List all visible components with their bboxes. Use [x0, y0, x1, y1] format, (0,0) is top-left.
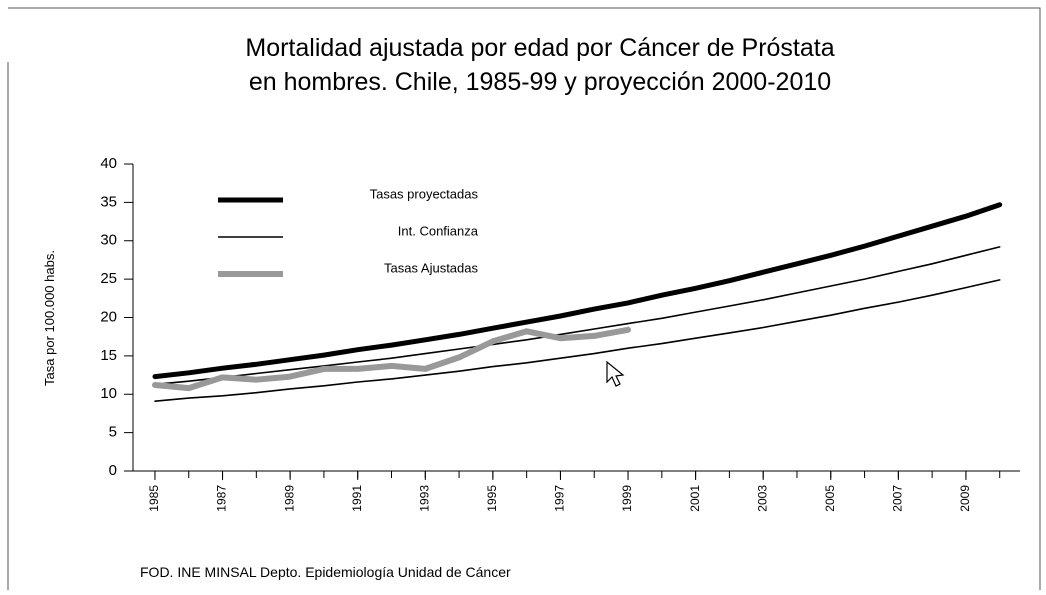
y-tick-label: 25	[100, 270, 117, 287]
y-tick-label: 20	[100, 308, 117, 325]
y-tick-label: 15	[100, 347, 117, 364]
x-tick-label: 1991	[350, 485, 364, 512]
chart-title: Mortalidad ajustada por edad por Cáncer …	[245, 34, 834, 62]
legend-label: Tasas proyectadas	[370, 186, 479, 201]
x-tick-label: 2009	[958, 485, 972, 512]
series-line	[152, 202, 1003, 380]
cursor	[606, 360, 625, 387]
chart-title: en hombres. Chile, 1985-99 y proyección …	[249, 68, 831, 96]
x-tick-label: 1987	[215, 485, 229, 512]
x-tick-label: 1995	[485, 485, 499, 512]
source: FOD. INE MINSAL Depto. Epidemiología Uni…	[140, 564, 511, 580]
x-tick-label: 2005	[823, 485, 837, 512]
y-tick-label: 5	[109, 424, 117, 441]
series-line	[152, 326, 631, 392]
x-tick-label: 1999	[620, 485, 634, 512]
y-tick-label: 10	[100, 385, 117, 402]
y-axis-label: Tasa por 100.000 habs.	[42, 250, 57, 386]
frame	[7, 7, 1041, 590]
x-tick-label: 1997	[553, 485, 567, 512]
series-line	[154, 246, 1001, 386]
y-tick-label: 0	[109, 462, 117, 479]
x-tick-label: 2003	[755, 485, 769, 512]
x-tick-label: 1985	[147, 485, 161, 512]
legend-label: Int. Confianza	[398, 223, 479, 238]
y-tick-label: 35	[100, 193, 117, 210]
x-tick-label: 1989	[282, 485, 296, 512]
y-tick-label: 40	[100, 155, 117, 172]
x-tick-label: 2001	[688, 485, 702, 512]
y-tick-label: 30	[100, 232, 117, 249]
series-line	[154, 279, 1001, 402]
x-tick-label: 2007	[891, 485, 905, 512]
legend-label: Tasas Ajustadas	[384, 260, 478, 275]
x-tick-label: 1993	[417, 485, 431, 512]
